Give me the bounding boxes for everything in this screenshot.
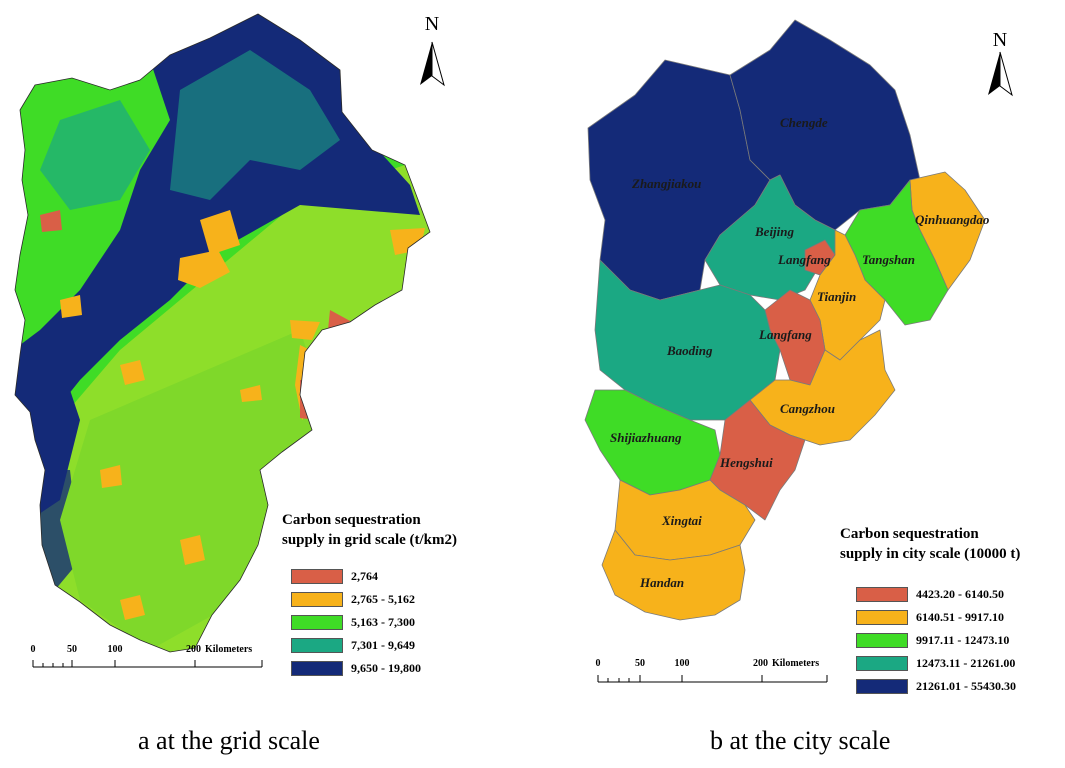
legend-item: 2,764: [291, 567, 378, 585]
caption-a: a at the grid scale: [138, 726, 320, 755]
legend-label: 5,163 - 7,300: [351, 614, 415, 629]
legend-item: 9917.11 - 12473.10: [856, 631, 1009, 649]
scale-bar-line: [32, 660, 263, 668]
region-cangzhou: [749, 329, 896, 446]
city-scale-map: Chengde Zhangjiakou Qinhuangdao Beijing …: [584, 19, 1013, 683]
scale-tick-100: 100: [107, 644, 123, 655]
legend-swatch: [856, 678, 908, 694]
north-label-b: N: [992, 29, 1008, 51]
legend-label: 7,301 - 9,649: [351, 637, 415, 652]
scale-tick-0: 0: [30, 644, 36, 655]
legend-label: 21261.01 - 55430.30: [916, 678, 1016, 693]
north-arrow-icon: [420, 41, 445, 87]
legend-item: 12473.11 - 21261.00: [856, 654, 1015, 672]
scale-bar-labels-b: 0 50 100 200 Kilometers: [540, 658, 870, 672]
scale-tick-50: 50: [67, 644, 77, 655]
scale-bar-labels: 0 50 100 200 Kilometers: [0, 644, 300, 658]
legend-swatch: [856, 632, 908, 648]
city-scale-panel: Chengde Zhangjiakou Qinhuangdao Beijing …: [540, 0, 1065, 768]
legend-label: 12473.11 - 21261.00: [916, 655, 1016, 670]
legend-item: 6140.51 - 9917.10: [856, 608, 1004, 626]
label-beijing: Beijing: [754, 224, 795, 239]
label-tangshan: Tangshan: [862, 252, 915, 267]
grid-scale-panel: N Carbon sequestration supply in grid sc…: [0, 13, 458, 755]
label-langfang-north: Langfang: [777, 252, 831, 267]
legend-swatch: [856, 655, 908, 671]
label-hengshui: Hengshui: [719, 455, 773, 470]
region-outline: [14, 13, 431, 653]
legend-label: 4423.20 - 6140.50: [916, 586, 1004, 601]
legend-swatch: [856, 609, 908, 625]
legend-title-line1-b: Carbon sequestration: [840, 526, 979, 542]
scale-tick-200: 200: [753, 658, 768, 669]
caption-b: b at the city scale: [710, 726, 891, 755]
legend-item: 7,301 - 9,649: [291, 636, 415, 654]
legend-item: 2,765 - 5,162: [291, 590, 415, 608]
legend-label: 9917.11 - 12473.10: [916, 632, 1010, 647]
legend-title-line1: Carbon sequestration: [282, 512, 421, 528]
label-qinhuangdao: Qinhuangdao: [915, 212, 990, 227]
legend-swatch: [291, 660, 343, 676]
label-handan: Handan: [639, 575, 684, 590]
scale-tick-50: 50: [635, 658, 645, 669]
region-baoding: [594, 259, 781, 421]
legend-label: 2,765 - 5,162: [351, 591, 415, 606]
legend-item: 21261.01 - 55430.30: [856, 677, 1016, 695]
north-label: N: [424, 13, 440, 35]
scale-bar-line-b: [597, 675, 828, 683]
legend-swatch: [291, 614, 343, 630]
legend-label: 9,650 - 19,800: [351, 660, 421, 675]
label-zhangjiakou: Zhangjiakou: [631, 176, 701, 191]
legend-item: 9,650 - 19,800: [291, 659, 421, 677]
scale-tick-100: 100: [674, 658, 690, 669]
scale-tick-200: 200: [186, 644, 201, 655]
legend-swatch: [291, 568, 343, 584]
legend-item: 4423.20 - 6140.50: [856, 585, 1004, 603]
label-baoding: Baoding: [666, 343, 713, 358]
grid-raster: [15, 14, 430, 652]
label-langfang-south: Langfang: [758, 327, 812, 342]
label-tianjin: Tianjin: [817, 289, 856, 304]
legend-label: 6140.51 - 9917.10: [916, 609, 1004, 624]
grid-scale-map: [14, 13, 445, 668]
label-cangzhou: Cangzhou: [780, 401, 835, 416]
label-shijiazhuang: Shijiazhuang: [610, 430, 682, 445]
label-xingtai: Xingtai: [661, 513, 702, 528]
north-arrow-icon: [988, 51, 1013, 97]
legend-swatch: [291, 591, 343, 607]
legend-label: 2,764: [351, 568, 378, 583]
legend-title-line2: supply in grid scale (t/km2): [282, 532, 458, 548]
legend-swatch: [291, 637, 343, 653]
legend-swatch: [856, 586, 908, 602]
scale-unit: Kilometers: [772, 658, 820, 669]
label-chengde: Chengde: [780, 115, 828, 130]
legend-title-line2-b: supply in city scale (10000 t): [840, 546, 1021, 562]
region-handan: [601, 529, 746, 621]
scale-unit: Kilometers: [205, 644, 253, 655]
legend-item: 5,163 - 7,300: [291, 613, 415, 631]
scale-tick-0: 0: [595, 658, 601, 669]
